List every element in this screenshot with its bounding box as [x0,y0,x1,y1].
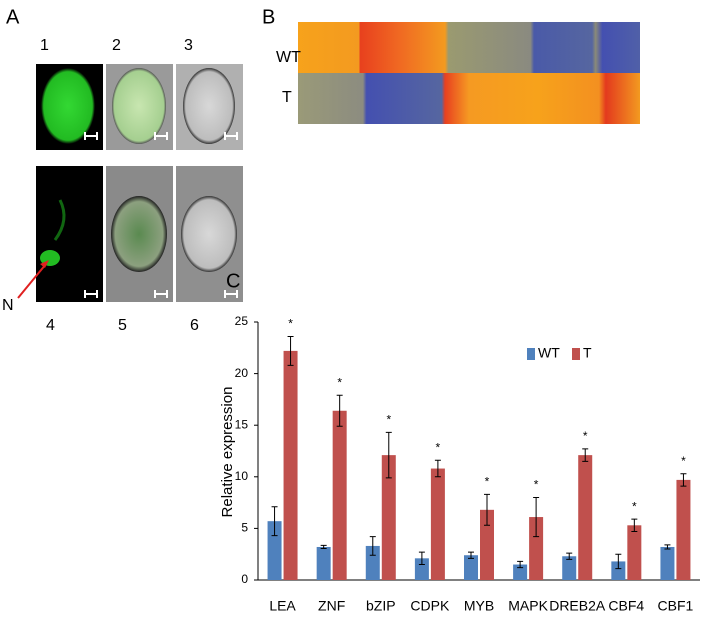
image-label: 3 [184,37,193,54]
bar [283,350,298,580]
error-bar [631,518,638,532]
significance-mark: * [632,499,637,513]
error-bar [287,335,294,366]
error-bar [336,394,343,427]
error-bar [385,431,392,479]
bar [414,558,429,580]
significance-mark: * [436,440,441,454]
row-label: WT [276,49,301,66]
error-bar [582,448,589,462]
bar [611,561,626,580]
error-bar [615,553,622,570]
legend-label: T [583,345,592,361]
error-bar [517,560,524,569]
legend-label: WT [538,345,560,361]
error-bar [418,551,425,566]
error-bar [533,496,540,538]
bar [430,468,445,580]
error-bar [369,536,376,556]
image-label: 4 [46,317,55,334]
error-bar [320,544,327,550]
y-tick-label: 10 [235,469,249,483]
panel-label: C [226,270,240,292]
row-label: T [282,89,292,106]
bar [381,455,396,580]
significance-mark: * [534,478,539,492]
image-label: 2 [112,37,121,54]
y-tick-label: 15 [235,417,249,431]
y-axis-label: Relative expression [219,387,236,518]
error-bar [468,551,474,559]
x-tick-label: CDPK [410,598,450,614]
arrow-label: N [2,297,14,314]
image-label: 1 [40,37,49,54]
bar [578,455,593,580]
bar [365,545,380,580]
panel-label: A [6,6,20,28]
x-tick-label: DREB2A [549,598,606,614]
x-tick-label: LEA [269,598,296,614]
legend-swatch [527,348,535,360]
y-tick-label: 0 [241,572,248,586]
x-tick-label: MYB [464,598,494,614]
error-bar [680,473,687,487]
x-tick-label: ZNF [318,598,345,614]
bar [513,564,528,580]
bar [316,546,331,580]
y-tick-label: 20 [235,366,249,380]
heatmap-row [298,73,640,124]
x-tick-label: MAPK [508,598,548,614]
bar [562,556,577,580]
image-label: 6 [190,317,199,334]
significance-mark: * [337,375,342,389]
x-tick-label: bZIP [366,598,396,614]
error-bar [271,506,278,537]
significance-mark: * [386,413,391,427]
bar [660,546,675,580]
x-tick-label: CBF1 [658,598,694,614]
bar [332,410,347,580]
error-bar [664,544,671,550]
y-tick-label: 5 [241,521,248,535]
panel-label: B [262,6,275,28]
bar [480,509,494,580]
x-tick-label: CBF4 [608,598,644,614]
bar [676,479,691,580]
heatmap-row [298,22,640,73]
y-tick-label: 25 [235,314,249,328]
error-bar [566,552,573,560]
significance-mark: * [681,454,686,468]
significance-mark: * [583,429,588,443]
error-bar [434,459,441,478]
significance-mark: * [288,317,293,331]
image-label: 5 [118,317,127,334]
bar [529,517,544,580]
significance-mark: * [485,475,490,489]
bar [627,525,642,580]
bar [267,521,282,580]
micrographs [17,64,243,302]
bar [464,555,478,580]
error-bar [484,493,490,526]
legend-swatch [572,348,580,360]
